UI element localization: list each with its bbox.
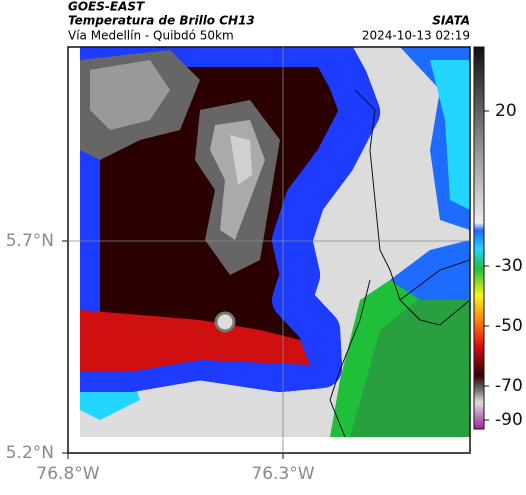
timestamp: 2024-10-13 02:19 [362, 29, 470, 43]
colorbar-tick-label: 20 [495, 101, 517, 121]
lat-label: 5.2°N [6, 443, 54, 463]
lat-label: 5.7°N [6, 231, 54, 251]
satellite-image [80, 47, 470, 437]
colorbar [473, 46, 485, 430]
colorbar-tick-label: -30 [495, 256, 523, 276]
lon-label: 76.8°W [36, 464, 99, 484]
subtitle: Temperatura de Brillo CH13 [68, 14, 255, 28]
source-label: SIATA [432, 14, 470, 28]
map-frame [67, 46, 471, 454]
colorbar-tick-label: -70 [495, 376, 523, 396]
region-label: Vía Medellín - Quibdó 50km [68, 29, 234, 43]
lon-label: 76.3°W [251, 464, 314, 484]
title: GOES-EAST [68, 0, 145, 14]
colorbar-ticks: 20 -30 -50 -70 -90 [484, 101, 523, 430]
colorbar-tick-label: -90 [495, 410, 523, 430]
colorbar-tick-label: -50 [495, 316, 523, 336]
